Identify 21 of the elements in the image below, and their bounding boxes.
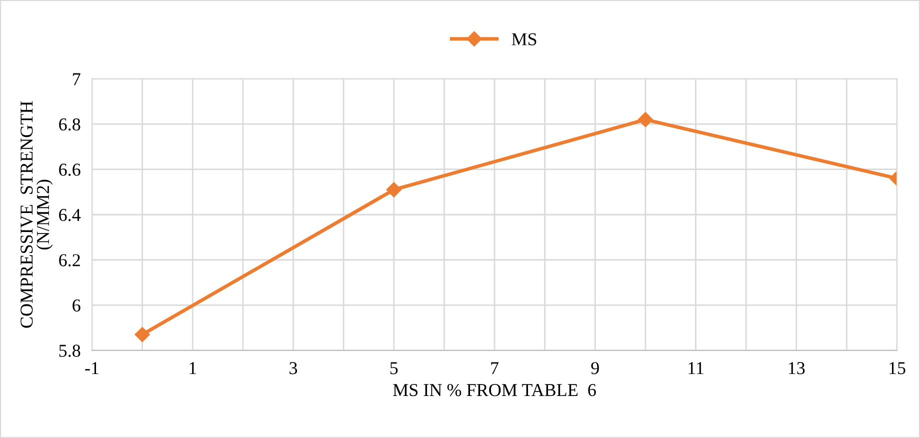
y-tick-label: 6 [72,299,80,312]
y-tick-label: 5.8 [59,344,80,357]
x-tick-label: 1 [190,362,196,374]
y-axis-title: COMPRESSIVE STRENGTH (N/MM2) [20,101,53,328]
x-tick-label: 7 [491,362,498,374]
x-tick-label: 15 [890,362,906,374]
x-tick-label: 9 [591,362,599,374]
x-axis-title: MS IN % FROM TABLE 6 [393,384,596,396]
y-tick-label: 6.2 [59,254,80,266]
x-tick-label: -1 [85,362,98,374]
y-tick-label: 6.4 [59,208,81,222]
x-tick-label: 13 [788,362,805,374]
legend-label: MS [512,33,536,46]
x-tick-label: 11 [688,362,704,374]
point [386,182,402,198]
x-tick-label: 5 [390,362,398,374]
x-tick-label: 3 [290,362,298,374]
y-tick-label: 7 [73,73,80,86]
point [134,326,150,342]
y-tick-label: 6.6 [59,164,80,176]
y-tick-label: 6.8 [59,118,80,131]
